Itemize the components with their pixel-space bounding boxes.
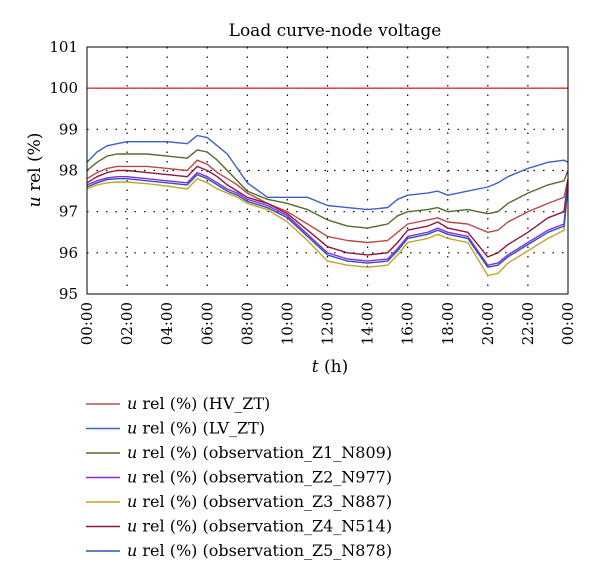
x-axis-label: t (h) bbox=[312, 357, 348, 377]
x-tick-label: 06:00 bbox=[198, 302, 216, 345]
legend-rest: rel (%) (observation_Z1_N809) bbox=[137, 443, 392, 462]
legend-rest: rel (%) (observation_Z5_N878) bbox=[137, 541, 392, 560]
series-line-6 bbox=[86, 165, 569, 258]
y-tick-label: 97 bbox=[59, 203, 78, 221]
axis-label-rest: rel (%) bbox=[25, 133, 45, 197]
y-tick-label: 98 bbox=[59, 162, 78, 180]
x-tick-label: 16:00 bbox=[399, 302, 417, 345]
legend-variable: u bbox=[127, 517, 137, 536]
legend-variable: u bbox=[127, 443, 137, 462]
x-tick-label: 18:00 bbox=[439, 302, 457, 345]
axis-label-rest: (h) bbox=[319, 357, 349, 377]
legend-entry-7: u rel (%) (observation_Z5_N878) bbox=[127, 541, 392, 560]
x-tick-label: 22:00 bbox=[519, 302, 537, 345]
legend-entry-3: u rel (%) (observation_Z1_N809) bbox=[127, 443, 392, 462]
y-tick-label: 100 bbox=[49, 79, 78, 97]
series-line-5 bbox=[86, 177, 569, 277]
grid bbox=[87, 47, 568, 294]
legend-variable: u bbox=[127, 492, 137, 511]
legend-variable: u bbox=[127, 541, 137, 560]
legend-rest: rel (%) (observation_Z2_N977) bbox=[137, 468, 392, 487]
x-tick-label: 04:00 bbox=[158, 302, 176, 345]
legend-rest: rel (%) (observation_Z3_N887) bbox=[137, 492, 392, 511]
legend-variable: u bbox=[127, 468, 137, 487]
series-line-2 bbox=[86, 134, 569, 211]
x-tick-label: 00:00 bbox=[78, 302, 96, 345]
plot-frame bbox=[86, 46, 569, 295]
legend-variable: u bbox=[127, 419, 137, 438]
series-line-4 bbox=[86, 171, 569, 266]
axis-label-variable: t bbox=[312, 357, 319, 377]
y-tick-label: 99 bbox=[59, 120, 78, 138]
x-tick-label: 08:00 bbox=[238, 302, 256, 345]
legend-rest: rel (%) (observation_Z4_N514) bbox=[137, 517, 392, 536]
y-tick-label: 101 bbox=[49, 38, 78, 56]
legend-entry-5: u rel (%) (observation_Z3_N887) bbox=[127, 492, 392, 511]
y-axis-label: u rel (%) bbox=[25, 133, 45, 208]
x-tick-label: 12:00 bbox=[319, 302, 337, 345]
series-line-3 bbox=[86, 149, 569, 229]
y-tick-label: 96 bbox=[59, 244, 78, 262]
legend-entry-6: u rel (%) (observation_Z4_N514) bbox=[127, 517, 392, 536]
legend-entry-1: u rel (%) (HV_ZT) bbox=[127, 394, 270, 413]
x-tick-label: 00:00 bbox=[559, 302, 577, 345]
series-group bbox=[86, 134, 569, 277]
legend-entry-4: u rel (%) (observation_Z2_N977) bbox=[127, 468, 392, 487]
legend-rest: rel (%) (LV_ZT) bbox=[137, 419, 265, 438]
y-tick-labels: 95 96 97 98 99 100 101 bbox=[49, 38, 78, 303]
legend-rest: rel (%) (HV_ZT) bbox=[137, 394, 270, 413]
chart-title: Load curve-node voltage bbox=[229, 21, 442, 41]
x-tick-labels: 00:00 02:00 04:00 06:00 08:00 10:00 12:00 14:00… bbox=[78, 302, 577, 345]
x-tick-label: 02:00 bbox=[118, 302, 136, 345]
y-tick-label: 95 bbox=[59, 285, 78, 303]
x-tick-label: 20:00 bbox=[479, 302, 497, 345]
legend: u rel (%) (HV_ZT)u rel (%) (LV_ZT)u rel … bbox=[86, 394, 392, 560]
x-tick-label: 14:00 bbox=[359, 302, 377, 345]
series-line-7 bbox=[86, 173, 569, 268]
x-tick-label: 10:00 bbox=[278, 302, 296, 345]
legend-variable: u bbox=[127, 394, 137, 413]
legend-entry-2: u rel (%) (LV_ZT) bbox=[127, 419, 265, 438]
series-line-1 bbox=[86, 159, 569, 244]
axis-label-variable: u bbox=[25, 196, 45, 207]
